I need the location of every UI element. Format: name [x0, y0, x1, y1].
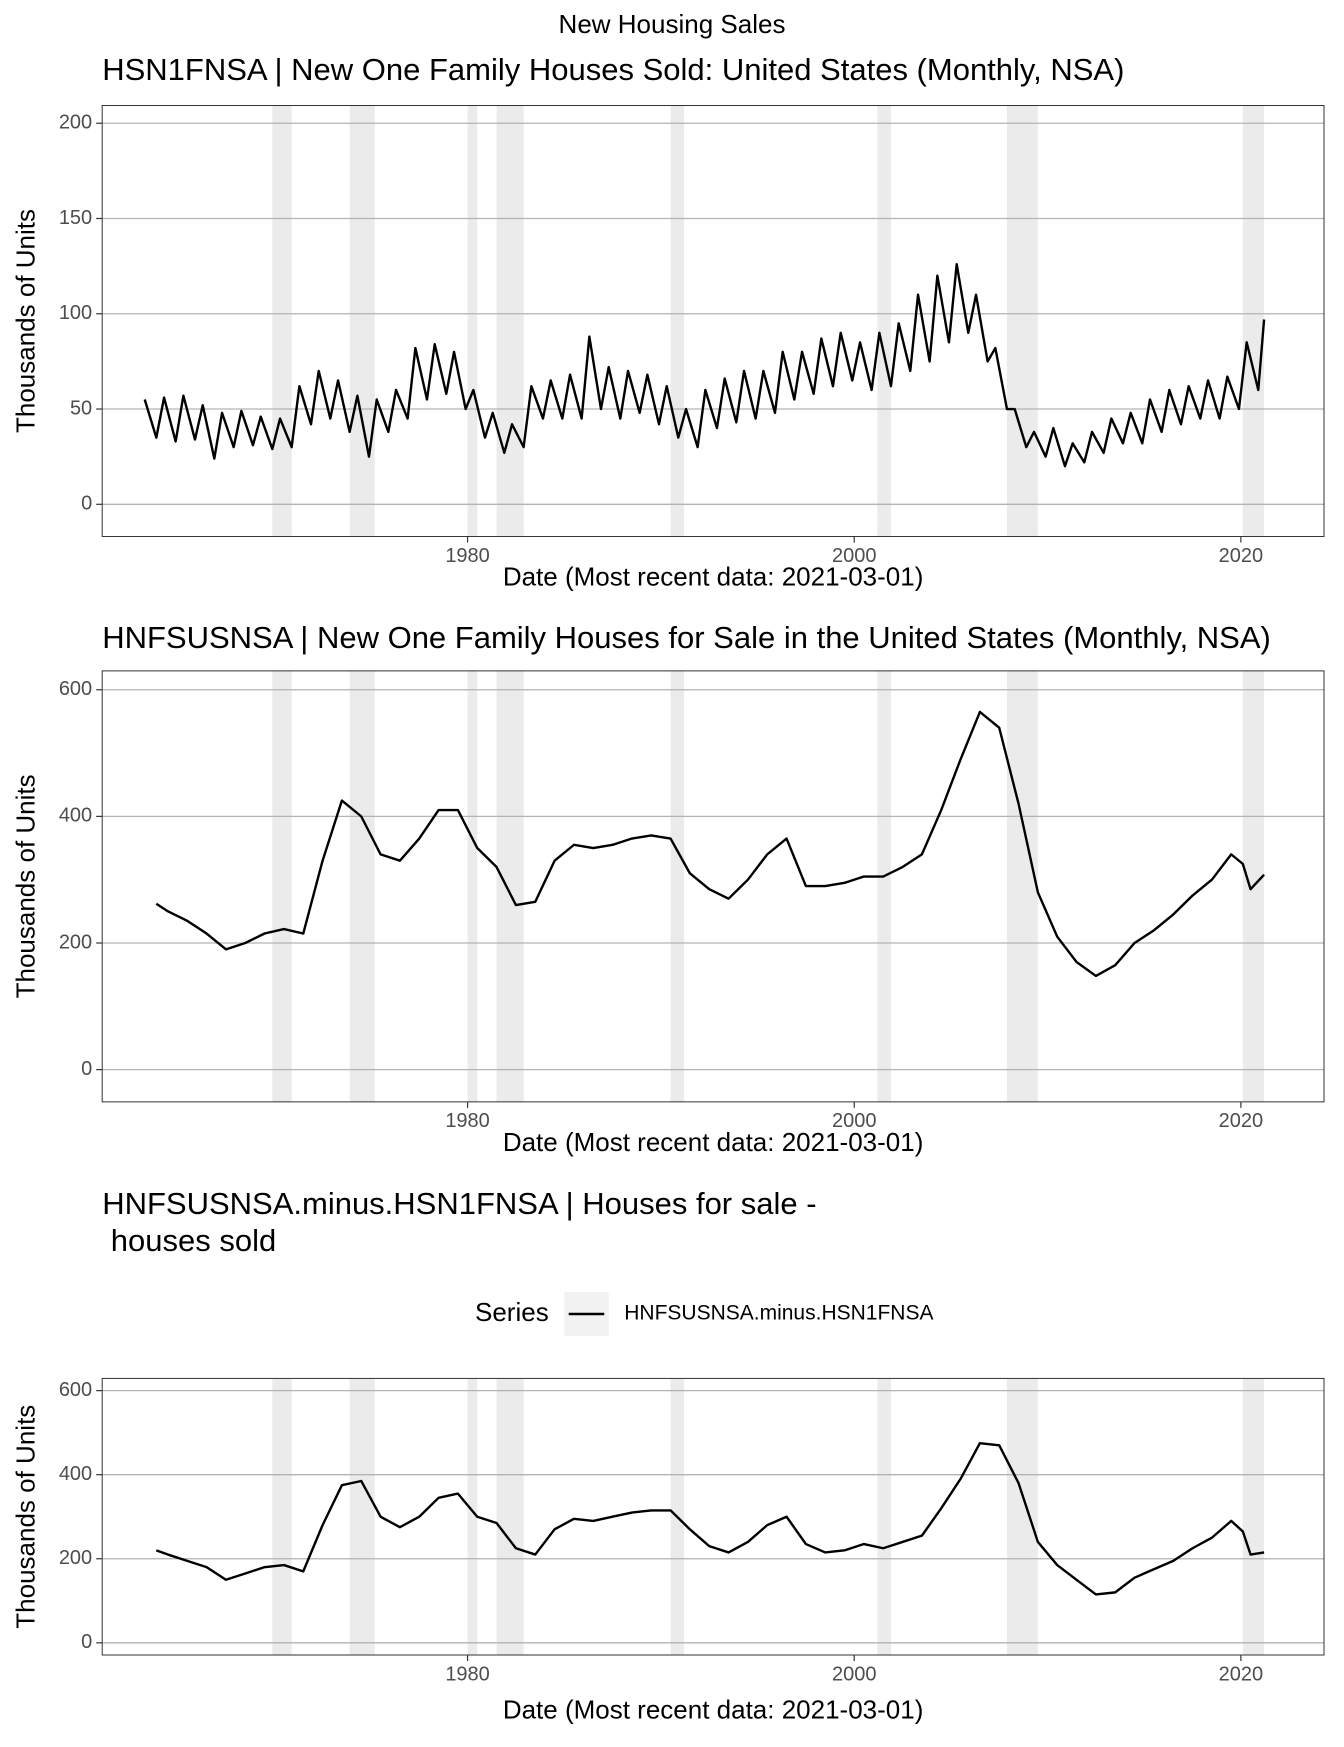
legend-title: Series — [475, 1297, 549, 1327]
x-tick-label: 2020 — [1219, 1110, 1264, 1132]
recession-band — [496, 1378, 524, 1656]
recession-band — [467, 1378, 478, 1656]
recession-band — [1242, 105, 1265, 537]
y-axis-label: Thousands of Units — [11, 1405, 41, 1629]
recession-band — [670, 105, 685, 537]
panel-border — [101, 105, 1325, 537]
panel-border — [101, 670, 1325, 1103]
recession-band — [496, 670, 524, 1102]
data-line — [155, 710, 1265, 978]
x-tick-label: 1980 — [445, 545, 490, 567]
x-tick-label: 2000 — [832, 1663, 877, 1685]
recession-band — [349, 1378, 375, 1656]
y-tick-label: 50 — [70, 397, 92, 419]
data-line — [143, 263, 1266, 468]
panel-title: HNFSUSNSA | New One Family Houses for Sa… — [102, 619, 1271, 655]
recession-band — [877, 670, 891, 1102]
x-axis-label: Date (Most recent data: 2021-03-01) — [503, 562, 924, 592]
x-tick-label: 1980 — [445, 1110, 490, 1132]
y-tick-label: 150 — [59, 207, 92, 229]
x-axis-label: Date (Most recent data: 2021-03-01) — [503, 1127, 924, 1157]
x-tick-label: 2020 — [1219, 1663, 1264, 1685]
recession-band — [467, 105, 478, 537]
y-tick-label: 600 — [59, 678, 92, 700]
y-tick-label: 600 — [59, 1379, 92, 1401]
x-tick-label: 2000 — [832, 545, 877, 567]
recession-band — [1006, 1378, 1038, 1656]
recession-band — [349, 105, 375, 537]
recession-band — [272, 670, 292, 1102]
recession-band — [1242, 1378, 1265, 1656]
y-tick-label: 0 — [81, 1631, 92, 1653]
recession-band — [877, 105, 891, 537]
data-line — [155, 1441, 1265, 1596]
y-axis-label: Thousands of Units — [11, 774, 41, 998]
x-tick-label: 2020 — [1219, 545, 1264, 567]
x-axis-label: Date (Most recent data: 2021-03-01) — [503, 1695, 924, 1725]
recession-band — [670, 670, 685, 1102]
recession-band — [272, 1378, 292, 1656]
recession-band — [496, 105, 524, 537]
x-tick-label: 2000 — [832, 1110, 877, 1132]
recession-band — [1006, 670, 1038, 1102]
recession-band — [272, 105, 292, 537]
recession-band — [1006, 105, 1038, 537]
recession-band — [349, 670, 375, 1102]
legend-label: HNFSUSNSA.minus.HSN1FNSA — [624, 1302, 933, 1325]
y-tick-label: 200 — [59, 931, 92, 953]
recession-band — [467, 670, 478, 1102]
y-tick-label: 0 — [81, 1058, 92, 1080]
x-tick-label: 1980 — [445, 1663, 490, 1685]
panel-border — [101, 1377, 1325, 1656]
y-tick-label: 100 — [59, 302, 92, 324]
y-tick-label: 400 — [59, 1463, 92, 1485]
y-tick-label: 200 — [59, 1547, 92, 1569]
main-title: New Housing Sales — [558, 9, 786, 39]
y-tick-label: 400 — [59, 805, 92, 827]
y-tick-label: 0 — [81, 493, 92, 515]
y-tick-label: 200 — [59, 112, 92, 134]
panel-title: HNFSUSNSA.minus.HSN1FNSA | Houses for sa… — [102, 1186, 817, 1259]
y-axis-label: Thousands of Units — [11, 209, 41, 433]
panel-title: HSN1FNSA | New One Family Houses Sold: U… — [102, 52, 1125, 88]
recession-band — [877, 1378, 891, 1656]
